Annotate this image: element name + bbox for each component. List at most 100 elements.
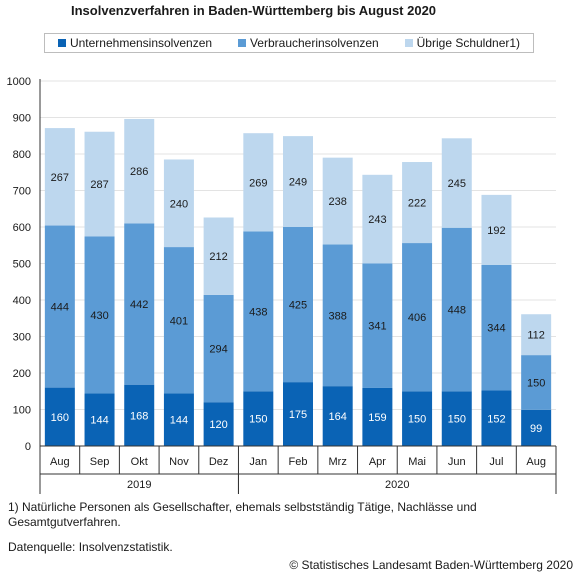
- bar-value-label: 430: [90, 310, 108, 322]
- y-tick-label: 100: [13, 405, 31, 417]
- stacked-bar-chart: 0 100 200 300 400 500 600 700 800 900 1000 160 444 26…: [7, 76, 557, 494]
- bar-segment: [283, 136, 313, 227]
- bar-segment: [441, 227, 472, 392]
- bar-segment: [521, 314, 552, 356]
- bar-segment: [481, 194, 512, 265]
- bar-value-label: 222: [408, 198, 426, 210]
- bar-segment: [44, 128, 75, 226]
- y-tick-label: 300: [13, 332, 31, 344]
- bar-value-label: 406: [408, 312, 426, 324]
- legend-swatch-unternehmen: [57, 39, 66, 47]
- x-tick-label: Mrz: [329, 456, 347, 468]
- bar-value-label: 249: [289, 177, 307, 189]
- bar-segment: [322, 386, 353, 446]
- year-group-label: 2019: [127, 479, 151, 491]
- bar-segment: [283, 382, 313, 446]
- bar-segment: [163, 159, 194, 248]
- bar-segment: [521, 409, 552, 446]
- bar-segment: [362, 387, 393, 446]
- bar-segment: [362, 263, 393, 388]
- x-tick-label: Dez: [209, 456, 229, 468]
- bar-segment: [481, 390, 512, 446]
- bar-value-label: 444: [51, 302, 69, 314]
- bar-value-label: 160: [51, 412, 69, 424]
- y-tick-label: 600: [13, 222, 31, 234]
- bar-segment: [441, 391, 472, 446]
- legend-item-uebrige: Übrige Schuldner1): [404, 36, 521, 50]
- y-tick-label: 400: [13, 295, 31, 307]
- y-tick-label: 200: [13, 368, 31, 380]
- bar-segment: [322, 157, 353, 245]
- bar-segment: [521, 355, 552, 410]
- bar-value-label: 212: [209, 251, 227, 263]
- bar-value-label: 243: [368, 214, 386, 226]
- bar-value-label: 240: [170, 198, 188, 210]
- bar-value-label: 344: [487, 323, 505, 335]
- bar-value-label: 245: [448, 178, 466, 190]
- bar-segment: [441, 138, 472, 228]
- copyright: © Statistisches Landesamt Baden-Württemb…: [289, 558, 573, 572]
- bar-value-label: 152: [487, 413, 505, 425]
- x-tick-label: Aug: [526, 456, 546, 468]
- x-tick-label: Aug: [50, 456, 70, 468]
- y-tick-label: 0: [25, 441, 31, 453]
- bar-segment: [124, 118, 155, 224]
- bar-value-label: 112: [527, 330, 545, 342]
- bar-value-label: 164: [329, 411, 347, 423]
- bar-value-label: 341: [368, 321, 386, 333]
- bar-value-label: 150: [448, 414, 466, 426]
- bar-value-label: 120: [209, 419, 227, 431]
- legend-swatch-uebrige: [404, 39, 413, 47]
- bar-segment: [203, 294, 234, 403]
- bar-value-label: 144: [90, 415, 108, 427]
- bar-segment: [84, 131, 115, 237]
- x-tick-label: Mai: [408, 456, 426, 468]
- x-tick-label: Jul: [489, 456, 503, 468]
- bar-segment: [163, 247, 194, 394]
- bar-value-label: 144: [170, 415, 188, 427]
- legend-label-unternehmen: Unternehmensinsolvenzen: [69, 36, 213, 50]
- bar-segment: [402, 162, 433, 244]
- x-tick-label: Nov: [169, 456, 189, 468]
- bar-value-label: 269: [249, 177, 267, 189]
- bar-segment: [243, 231, 274, 392]
- bar-segment: [44, 387, 75, 446]
- footnote: 1) Natürliche Personen als Gesellschafte…: [8, 500, 477, 529]
- y-tick-label: 1000: [7, 76, 31, 88]
- bar-segment: [283, 227, 313, 383]
- legend-label-uebrige: Übrige Schuldner1): [416, 36, 521, 50]
- bar-segment: [203, 402, 234, 446]
- x-tick-label: Jun: [448, 456, 466, 468]
- bar-segment: [362, 174, 393, 264]
- bar-segment: [203, 217, 234, 295]
- bar-value-label: 448: [448, 304, 466, 316]
- bar-value-label: 192: [487, 225, 505, 237]
- data-source: Datenquelle: Insolvenzstatistik.: [8, 540, 173, 554]
- bar-value-label: 150: [408, 414, 426, 426]
- bar-value-label: 159: [368, 412, 386, 424]
- x-tick-label: Feb: [289, 456, 308, 468]
- legend-item-verbraucher: Verbraucherinsolvenzen: [237, 36, 379, 50]
- bar-value-label: 401: [170, 315, 188, 327]
- y-tick-label: 800: [13, 149, 31, 161]
- legend-swatch-verbraucher: [237, 39, 246, 47]
- bar-value-label: 99: [530, 423, 542, 435]
- bar-value-label: 238: [329, 196, 347, 208]
- bar-value-label: 267: [51, 172, 69, 184]
- bar-segment: [124, 384, 155, 446]
- bar-value-label: 150: [527, 377, 545, 389]
- year-group-label: 2020: [385, 479, 409, 491]
- bar-segment: [124, 223, 155, 385]
- legend-item-unternehmen: Unternehmensinsolvenzen: [57, 36, 213, 50]
- bar-segment: [163, 393, 194, 446]
- bar-segment: [84, 393, 115, 446]
- chart-title: Insolvenzverfahren in Baden-Württemberg …: [71, 3, 437, 18]
- bar-segment: [402, 391, 433, 446]
- bar-value-label: 294: [209, 344, 227, 356]
- bar-segment: [243, 133, 274, 232]
- bar-segment: [481, 264, 512, 391]
- y-tick-label: 700: [13, 186, 31, 198]
- y-tick-label: 500: [13, 259, 31, 271]
- chart-legend: Unternehmensinsolvenzen Verbraucherinsol…: [44, 33, 534, 53]
- bar-value-label: 150: [249, 414, 267, 426]
